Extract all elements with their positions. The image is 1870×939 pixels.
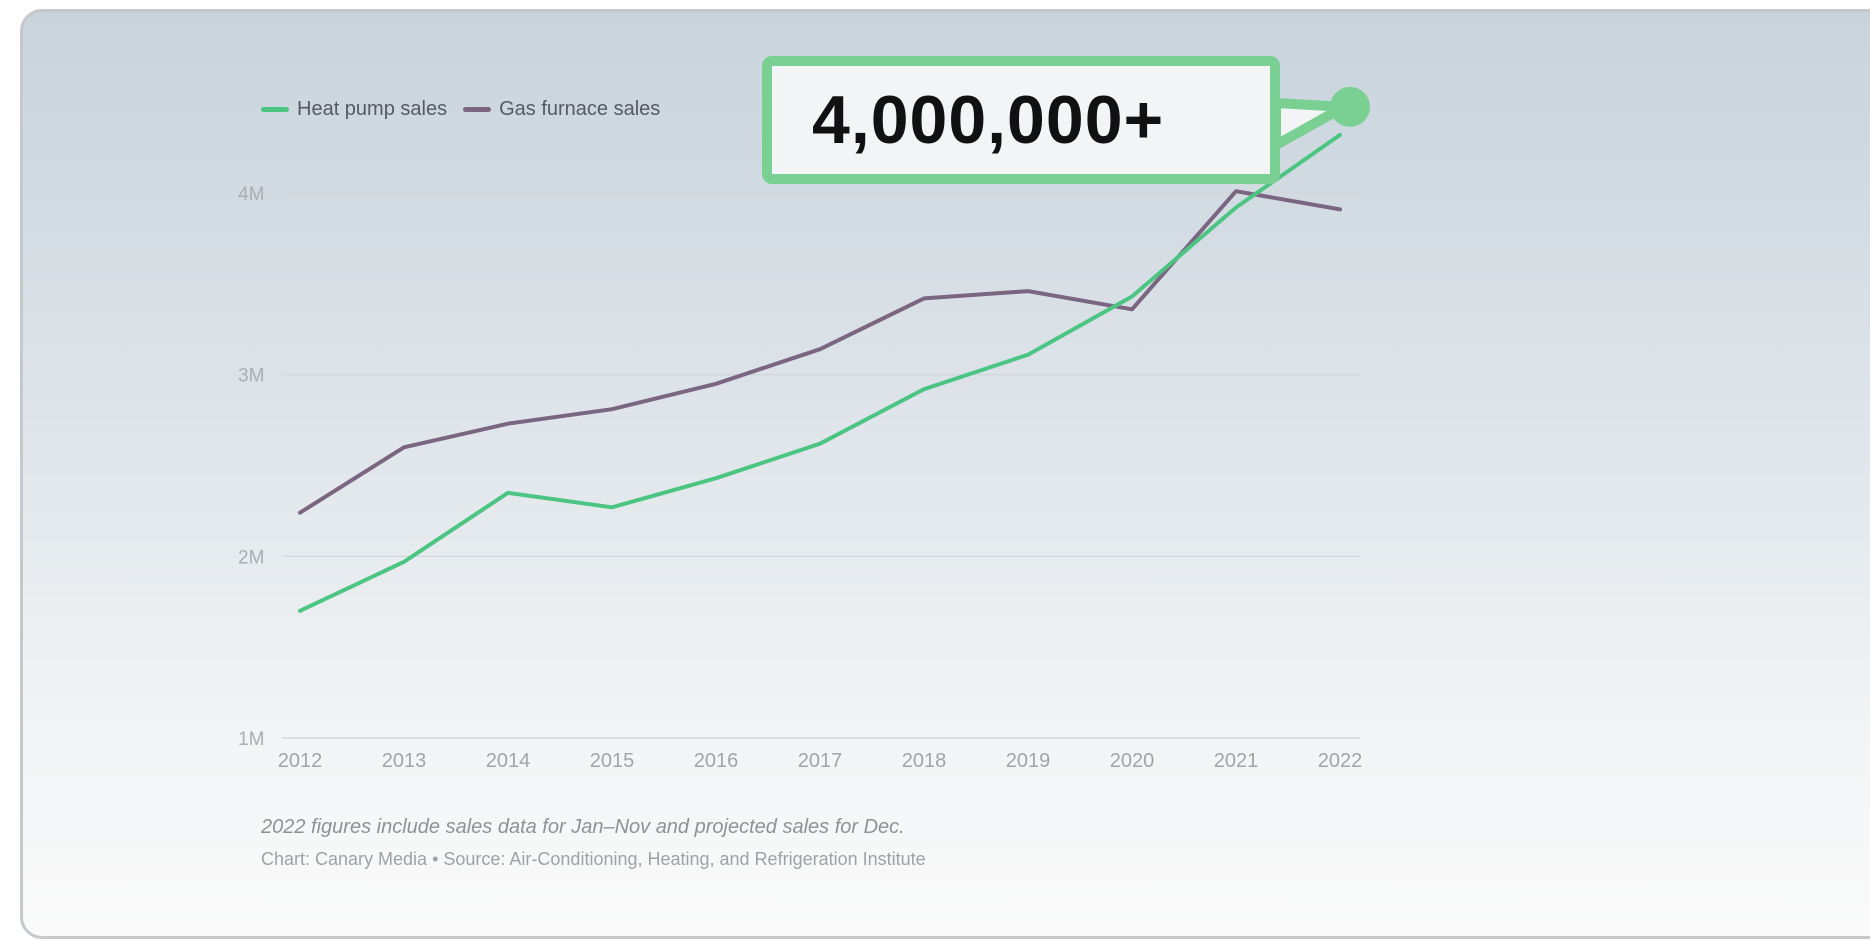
y-tick-label-2m: 2M	[238, 547, 264, 568]
y-tick-label-3m: 3M	[238, 366, 264, 387]
legend-swatch-heat-pump	[261, 107, 289, 112]
x-tick-label-2014: 2014	[486, 750, 531, 772]
line-chart: 1M 2M 3M 4M 2012 2013 2014 2015 2016 2017 2018 2019…	[238, 86, 1370, 772]
annotation-marker	[1330, 86, 1370, 127]
series-line-gas-furnace-sales	[298, 189, 1342, 515]
y-tick-label-1m: 1M	[238, 729, 264, 750]
legend-item-heat-pump: Heat pump sales	[261, 98, 447, 121]
x-tick-label-2020: 2020	[1110, 750, 1155, 772]
series-line-heat-pump-sales	[298, 132, 1342, 613]
x-tick-label-2016: 2016	[694, 750, 739, 772]
y-tick-label-4m: 4M	[238, 184, 264, 205]
x-tick-label-2015: 2015	[590, 750, 635, 772]
x-tick-label-2013: 2013	[382, 750, 427, 772]
legend-item-gas-furnace: Gas furnace sales	[463, 98, 660, 121]
legend-label-heat-pump: Heat pump sales	[297, 98, 448, 120]
legend: Heat pump sales Gas furnace sales	[261, 98, 676, 121]
legend-swatch-gas-furnace	[463, 107, 492, 112]
annotation-callout: 4,000,000+	[762, 56, 1280, 184]
x-tick-label-2018: 2018	[902, 750, 947, 772]
legend-label-gas-furnace: Gas furnace sales	[499, 98, 661, 120]
x-tick-label-2022: 2022	[1318, 750, 1363, 772]
chart-source: Chart: Canary Media • Source: Air-Condit…	[261, 849, 926, 869]
x-tick-label-2021: 2021	[1214, 750, 1259, 772]
x-tick-label-2012: 2012	[278, 750, 323, 772]
chart-note: 2022 figures include sales data for Jan–…	[261, 816, 905, 838]
x-tick-label-2017: 2017	[798, 750, 843, 772]
x-tick-label-2019: 2019	[1006, 750, 1051, 772]
